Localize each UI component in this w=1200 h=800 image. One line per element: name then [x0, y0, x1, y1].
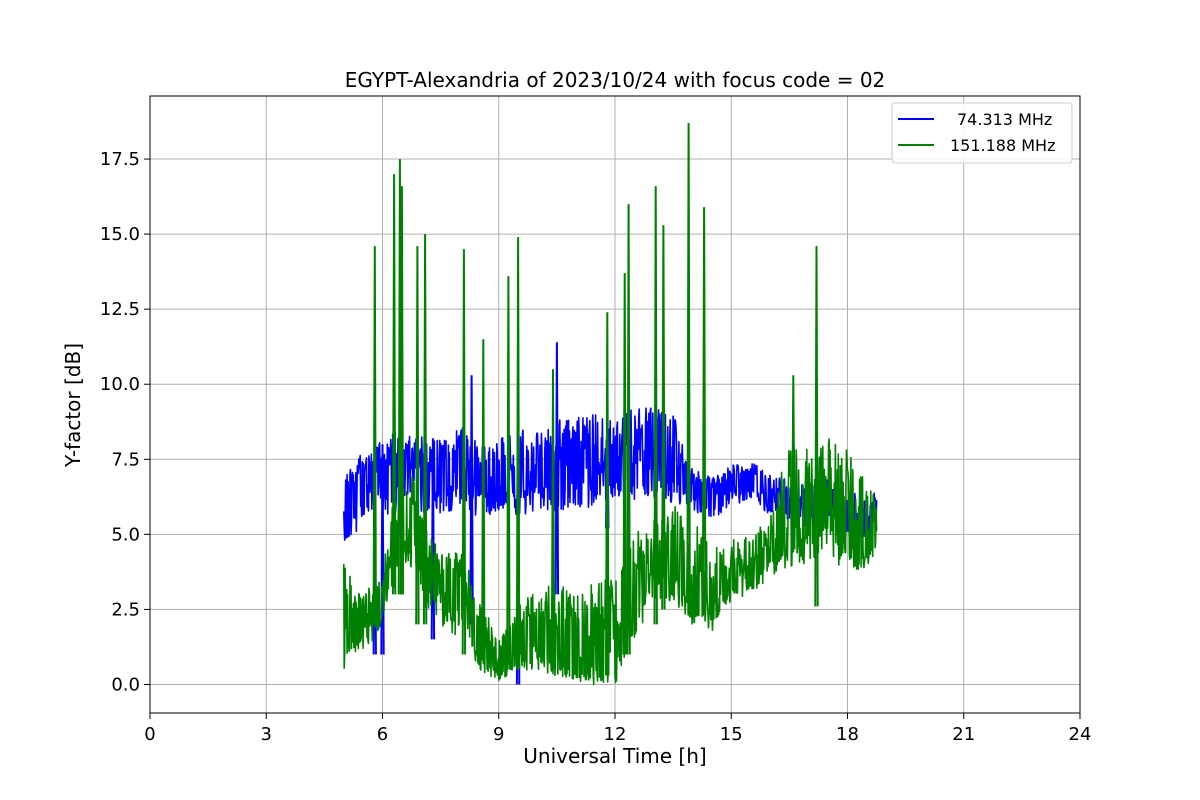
legend-label-151mhz: 151.188 MHz: [950, 136, 1055, 155]
x-tick-label: 18: [836, 724, 859, 745]
x-axis-label: Universal Time [h]: [523, 744, 706, 768]
series-spike-1: [622, 273, 627, 655]
series-spike-1: [550, 369, 556, 670]
y-tick-label: 17.5: [100, 149, 140, 170]
y-tick-label: 12.5: [100, 299, 140, 320]
series-spike-1: [686, 122, 691, 595]
series-spike-1: [506, 276, 511, 670]
series-spike-1: [661, 225, 666, 610]
legend-label-74mhz: 74.313 MHz: [957, 110, 1052, 129]
series-spike-1: [814, 246, 819, 607]
x-tick-label: 12: [604, 724, 627, 745]
y-tick-label: 7.5: [111, 449, 140, 470]
chart-title: EGYPT-Alexandria of 2023/10/24 with focu…: [345, 68, 886, 92]
y-tick-label: 10.0: [100, 374, 140, 395]
series-spike-1: [481, 339, 486, 661]
x-tick-label: 3: [261, 724, 272, 745]
series-spike-1: [461, 249, 467, 655]
series-spike-1: [399, 186, 405, 595]
y-tick-label: 5.0: [111, 524, 140, 545]
series-spike-1: [653, 186, 658, 625]
x-tick-label: 21: [952, 724, 975, 745]
series-spike-1: [515, 237, 521, 670]
y-tick-label: 15.0: [100, 224, 140, 245]
series-spike-1: [372, 246, 377, 625]
series-line-1: [343, 438, 878, 686]
series-spike-1: [701, 207, 707, 595]
series-spike-1: [391, 174, 397, 595]
x-tick-label: 0: [144, 724, 155, 745]
x-tick-label: 24: [1069, 724, 1092, 745]
x-tick-label: 9: [493, 724, 504, 745]
series-spike-0: [554, 342, 560, 595]
series-spike-1: [626, 204, 631, 655]
legend-box: [891, 102, 1073, 164]
y-tick-label: 0.0: [111, 674, 140, 695]
x-tick-label: 15: [720, 724, 743, 745]
y-axis-label: Y-factor [dB]: [61, 343, 85, 468]
x-tick-label: 6: [377, 724, 388, 745]
series-spike-1: [415, 246, 420, 625]
series-spike-1: [791, 375, 796, 550]
series-spike-1: [422, 234, 428, 625]
y-tick-label: 2.5: [111, 599, 140, 620]
legend: 74.313 MHz 151.188 MHz: [891, 102, 1073, 164]
series-spike-1: [605, 312, 610, 676]
plot-series: [343, 122, 878, 686]
ticks: 0 3 6 9 12 15 18 21 24 0.0 2.5 5.0 7.5 10.0 12.5 15.0 17…: [100, 149, 1092, 745]
series-spike-0: [469, 375, 474, 625]
